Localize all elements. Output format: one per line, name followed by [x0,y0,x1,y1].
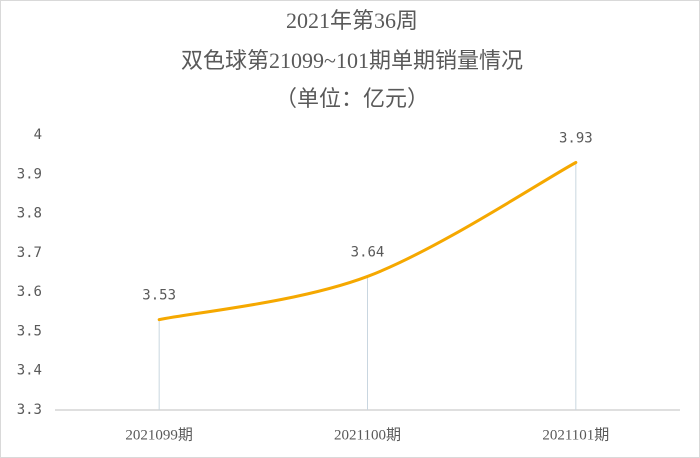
x-tick-label: 2021101期 [542,426,609,443]
chart-subtitle: （单位：亿元） [275,86,429,111]
y-tick-label: 3.9 [17,166,42,182]
x-tick-label: 2021099期 [125,426,193,443]
data-label: 3.53 [142,288,176,304]
y-tick-label: 3.6 [17,284,42,300]
data-label: 3.93 [559,131,593,147]
line [157,161,578,322]
chart-title: 2021年第36周 [286,8,418,33]
y-tick-label: 3.3 [17,402,42,418]
y-tick-label: 3.5 [17,323,42,339]
x-tick-label: 2021100期 [334,426,401,443]
chart-title: 双色球第21099~101期单期销量情况 [181,48,523,73]
y-tick-label: 4 [34,127,42,143]
y-tick-label: 3.7 [17,245,42,261]
y-tick-label: 3.4 [17,363,42,379]
data-label: 3.64 [351,244,385,260]
y-tick-label: 3.8 [17,206,42,222]
